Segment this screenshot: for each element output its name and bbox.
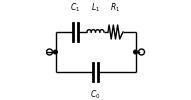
Text: $R_1$: $R_1$	[110, 2, 121, 14]
Circle shape	[134, 50, 137, 54]
Circle shape	[54, 50, 57, 54]
Text: $C_0$: $C_0$	[90, 89, 101, 100]
Text: $L_1$: $L_1$	[91, 2, 100, 14]
Text: $C_1$: $C_1$	[70, 2, 81, 14]
